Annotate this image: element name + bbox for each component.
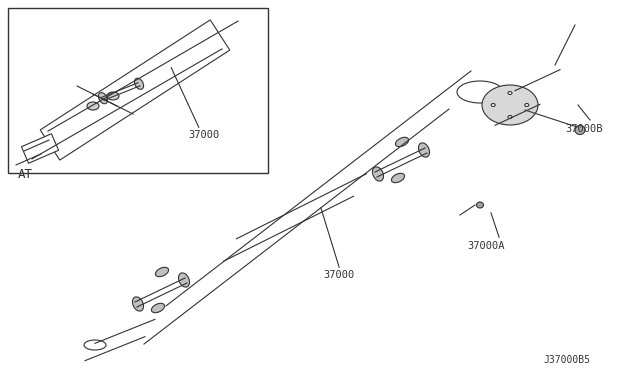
Ellipse shape: [87, 102, 99, 110]
Ellipse shape: [508, 92, 512, 94]
Ellipse shape: [508, 115, 512, 119]
Ellipse shape: [132, 297, 143, 311]
Ellipse shape: [99, 93, 108, 104]
Ellipse shape: [134, 78, 143, 89]
Polygon shape: [21, 134, 59, 163]
Ellipse shape: [372, 167, 383, 181]
Ellipse shape: [457, 81, 503, 103]
Ellipse shape: [84, 340, 106, 350]
Ellipse shape: [419, 143, 429, 157]
Polygon shape: [40, 20, 230, 160]
Text: 37000: 37000: [188, 130, 220, 140]
Text: 37000: 37000: [323, 270, 355, 280]
Ellipse shape: [179, 273, 189, 287]
Text: AT: AT: [18, 168, 33, 181]
Ellipse shape: [107, 92, 119, 100]
Text: 37000B: 37000B: [565, 124, 602, 134]
Ellipse shape: [525, 103, 529, 106]
Ellipse shape: [152, 303, 164, 313]
Ellipse shape: [482, 85, 538, 125]
Ellipse shape: [392, 173, 404, 183]
Ellipse shape: [492, 103, 495, 106]
Ellipse shape: [156, 267, 168, 277]
Bar: [8, 8, 268, 173]
Ellipse shape: [575, 125, 585, 135]
Ellipse shape: [396, 137, 408, 147]
Text: 37000A: 37000A: [467, 241, 504, 251]
Text: J37000B5: J37000B5: [543, 355, 590, 365]
Ellipse shape: [477, 202, 483, 208]
